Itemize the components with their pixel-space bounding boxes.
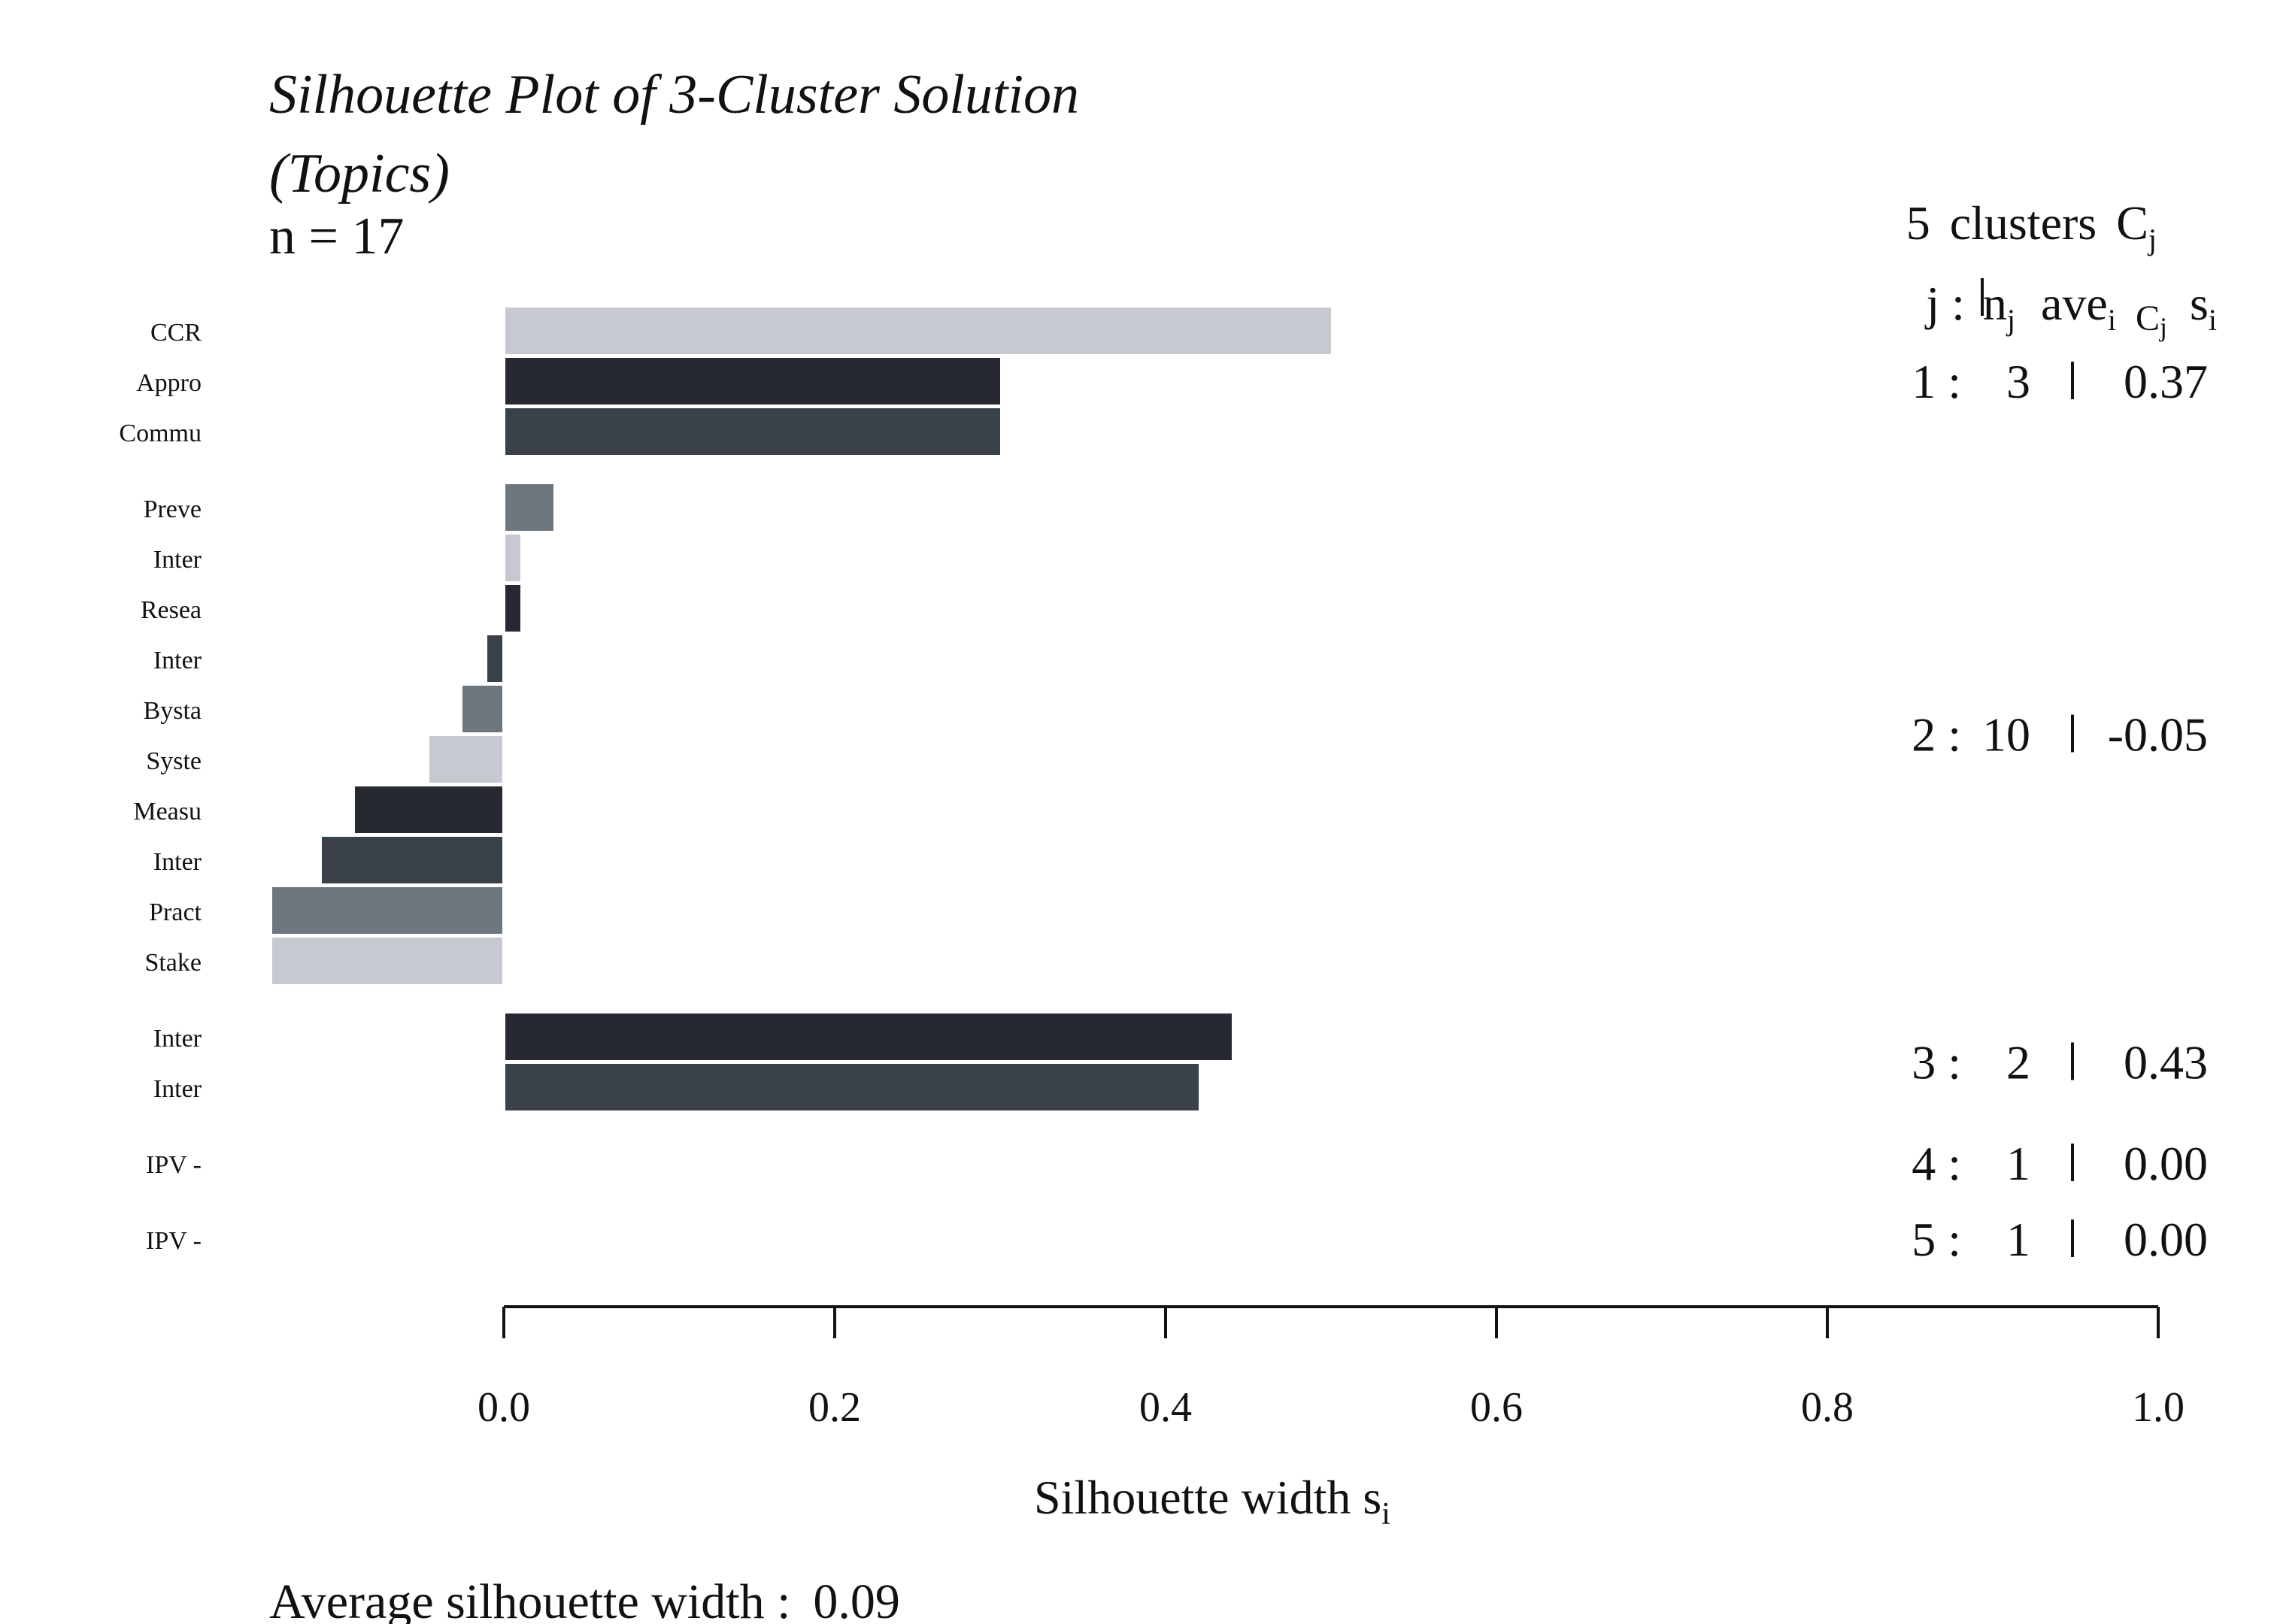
bar-c2-7 xyxy=(355,786,502,833)
cluster-id: 1 : xyxy=(1912,355,1961,408)
row-label-c2-10: Stake xyxy=(144,949,202,977)
cj-small-letter: C xyxy=(2136,298,2160,338)
chart-subtitle: n = 17 xyxy=(269,208,404,265)
cluster-stat-3: 3 : 2 0.43 xyxy=(1912,1036,2208,1089)
clusters-word: clusters xyxy=(1950,196,2097,250)
cluster-stat-4: 4 : 1 0.00 xyxy=(1912,1137,2208,1190)
row-label-c2-2: Inter xyxy=(153,546,202,574)
row-label-c1-2: Appro xyxy=(136,369,202,397)
average-silhouette: Average silhouette width : 0.09 xyxy=(269,1574,900,1624)
si-letter: s xyxy=(2190,277,2209,330)
j-label: j : xyxy=(1924,277,1965,330)
average-silhouette-value: 0.09 xyxy=(813,1574,900,1624)
avei-letters: ave xyxy=(2041,277,2108,330)
x-axis: 0.0 0.2 0.4 0.6 0.8 1.0 xyxy=(478,1305,2185,1431)
cluster-average: 0.43 xyxy=(2124,1036,2208,1089)
row-label-c1-1: CCR xyxy=(150,319,202,347)
x-tick-label: 1.0 xyxy=(2132,1384,2185,1431)
bar-c1-3 xyxy=(505,408,1000,455)
cluster-id: 4 : xyxy=(1912,1137,1961,1190)
cluster-id: 3 : xyxy=(1912,1036,1961,1089)
nj-letter: n xyxy=(1983,277,2007,330)
row-label-c2-5: Bysta xyxy=(144,697,202,725)
x-tick-label: 0.4 xyxy=(1139,1384,1192,1431)
side-header-line-1: 5 clusters Cj xyxy=(1906,196,2157,256)
cluster-stat-5: 5 : 1 0.00 xyxy=(1912,1213,2208,1266)
bar-c2-10 xyxy=(272,938,502,984)
x-tick-label: 0.8 xyxy=(1801,1384,1854,1431)
bar-c1-1 xyxy=(505,308,1331,354)
bar-c2-9 xyxy=(272,887,502,934)
bar-c2-2 xyxy=(505,535,520,581)
bar-c1-2 xyxy=(505,358,1000,404)
bar-c3-2 xyxy=(505,1064,1199,1110)
bar-c2-8 xyxy=(322,837,502,883)
cluster-average: 0.00 xyxy=(2124,1213,2208,1266)
bar-c2-1 xyxy=(505,484,553,531)
chart-title-line-1: Silhouette Plot of 3-Cluster Solution xyxy=(269,64,1079,126)
cluster-size: 3 xyxy=(2006,355,2030,408)
x-tick-label: 0.0 xyxy=(478,1384,530,1431)
cluster-stats-group: 1 : 3 0.37 2 : 10 -0.05 3 : 2 0.43 4 : 1 0.00 5 : 1 0.… xyxy=(1912,355,2208,1266)
row-label-c1-3: Commu xyxy=(119,420,202,447)
cj-subscript: j xyxy=(2147,223,2157,256)
cj-letter: C xyxy=(2116,196,2148,250)
row-label-c3-2: Inter xyxy=(153,1075,202,1103)
row-label-c2-3: Resea xyxy=(141,596,202,624)
x-tick-label: 0.2 xyxy=(808,1384,861,1431)
x-axis-title-text: Silhouette width s xyxy=(1034,1471,1381,1524)
row-label-c2-6: Syste xyxy=(146,747,202,775)
avei-subscript: i xyxy=(2108,303,2116,337)
cj-small-subscript: j xyxy=(2158,312,2167,342)
cluster-count: 5 xyxy=(1906,196,1930,250)
cluster-stat-2: 2 : 10 -0.05 xyxy=(1912,708,2208,762)
row-label-c2-7: Measu xyxy=(133,798,202,826)
x-tick-label: 0.6 xyxy=(1470,1384,1523,1431)
cluster-stat-1: 1 : 3 0.37 xyxy=(1912,355,2208,408)
row-label-c2-1: Preve xyxy=(144,495,202,523)
cluster-id: 5 : xyxy=(1912,1213,1961,1266)
side-header-line-2: j : nj avei Cj si xyxy=(1924,277,2217,342)
bar-group xyxy=(272,308,1331,1110)
row-label-c2-8: Inter xyxy=(153,848,202,876)
row-label-c2-4: Inter xyxy=(153,647,202,674)
bar-c2-4 xyxy=(487,635,502,682)
x-axis-title: Silhouette width si xyxy=(1034,1471,1390,1532)
bar-c2-6 xyxy=(429,736,502,783)
cluster-size: 1 xyxy=(2006,1213,2030,1266)
cluster-size: 10 xyxy=(1982,708,2030,762)
cluster-average: -0.05 xyxy=(2108,708,2208,762)
row-label-c4-1: IPV - xyxy=(146,1151,202,1179)
x-axis-title-subscript: i xyxy=(1381,1497,1390,1532)
row-label-c2-9: Pract xyxy=(149,898,202,926)
bar-c2-3 xyxy=(505,585,520,632)
chart-title-line-2: (Topics) xyxy=(269,143,450,205)
row-label-group: CCR Appro Commu Preve Inter Resea Inter Bysta Sy… xyxy=(119,319,202,1255)
bar-c2-5 xyxy=(462,686,502,732)
cluster-id: 2 : xyxy=(1912,708,1961,762)
row-label-c5-1: IPV - xyxy=(146,1227,202,1255)
nj-subscript: j xyxy=(2006,303,2015,337)
si-subscript: i xyxy=(2209,303,2217,337)
side-header: 5 clusters Cj j : nj avei Cj si xyxy=(1906,196,2217,342)
cluster-size: 1 xyxy=(2006,1137,2030,1190)
cluster-average: 0.00 xyxy=(2124,1137,2208,1190)
bar-c3-1 xyxy=(505,1013,1232,1060)
x-tick-group: 0.0 0.2 0.4 0.6 0.8 1.0 xyxy=(478,1307,2185,1431)
row-label-c3-1: Inter xyxy=(153,1025,202,1053)
average-silhouette-label: Average silhouette width : xyxy=(269,1574,790,1624)
cluster-average: 0.37 xyxy=(2124,355,2208,408)
cluster-size: 2 xyxy=(2006,1036,2030,1089)
